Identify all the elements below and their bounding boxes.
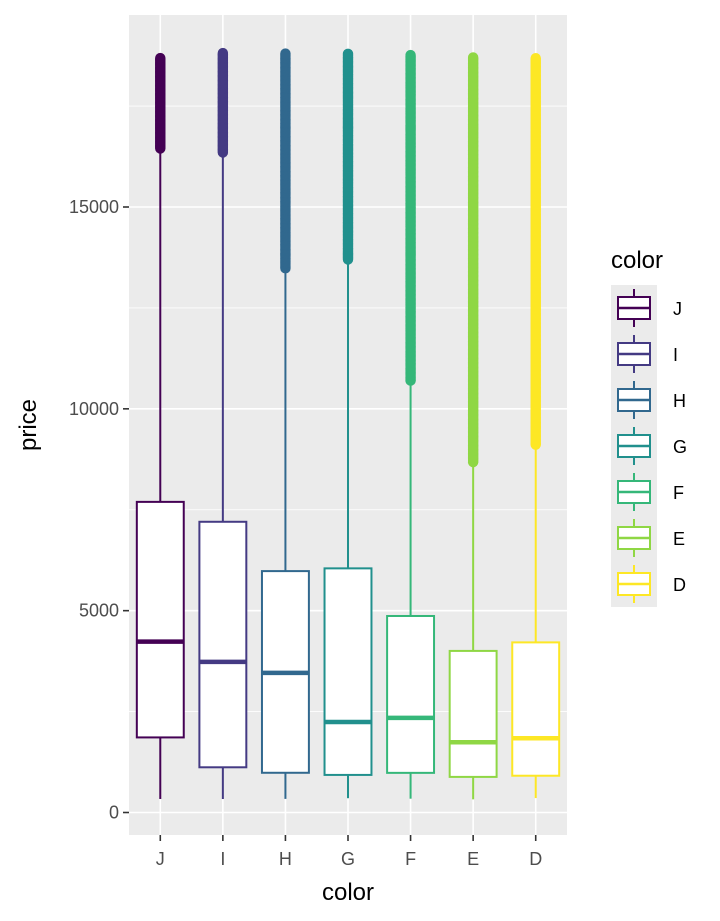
x-axis-title: color [322,879,374,906]
y-axis: 0 5000 10000 15000 [69,197,129,823]
boxes-layer [135,47,561,800]
legend-item-G: G [617,427,687,465]
legend-label: H [673,391,686,411]
legend-label: F [673,483,684,503]
x-tick-label: G [341,849,355,869]
iqr-box [135,500,185,739]
legend-label: J [673,299,682,319]
iqr-box [511,641,561,777]
x-tick-label: I [220,849,225,869]
legend-label: D [673,575,686,595]
outlier-point [467,52,479,63]
legend-label: I [673,345,678,365]
y-tick-label: 15000 [69,197,119,217]
y-tick-label: 0 [109,803,119,823]
x-tick-label: F [405,849,416,869]
box-G [323,48,373,799]
legend-label: E [673,529,685,549]
legend-item-H: H [617,381,686,419]
iqr-box [386,614,436,774]
outlier-point [405,49,416,61]
x-tick-label: J [156,849,165,869]
legend-item-I: I [617,335,678,373]
legend-item-E: E [617,519,685,557]
x-tick-label: H [279,849,292,869]
y-tick-label: 10000 [69,399,119,419]
box-I [198,47,248,800]
outlier-point [280,48,291,59]
box-D [511,53,561,799]
legend-item-F: F [617,473,684,511]
y-axis-title: price [15,399,42,451]
box-E [448,52,498,800]
x-tick-label: D [529,849,542,869]
legend-item-D: D [617,565,686,603]
x-tick-label: E [467,849,479,869]
legend-label: G [673,437,687,457]
outlier-point [217,47,229,59]
outlier-point [530,53,541,64]
legend: color J I H G F E D [611,247,687,607]
iqr-box [448,649,498,778]
box-H [260,48,310,799]
box-J [135,52,185,799]
box-F [386,49,436,799]
outlier-point [342,48,354,59]
y-tick-label: 5000 [79,601,119,621]
outlier-point [155,52,166,64]
legend-item-J: J [617,289,682,327]
legend-title: color [611,247,663,274]
iqr-box [198,520,248,769]
iqr-box [323,567,373,776]
